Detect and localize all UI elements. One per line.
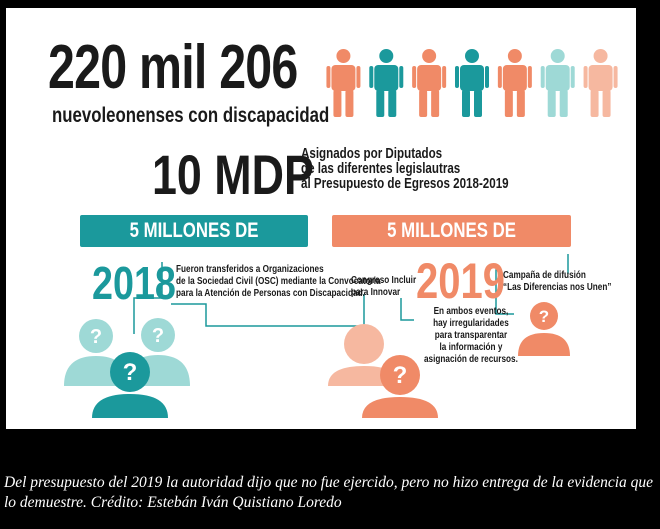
connector-campana-icon xyxy=(495,269,514,315)
person-icon xyxy=(412,49,447,117)
note-eventos-line: En ambos eventos, xyxy=(433,306,509,317)
banner-2019: 5 MILLONES DE PESOS xyxy=(332,215,571,274)
note-congreso-line: para Innovar xyxy=(351,287,401,298)
note-eventos-line: la información y xyxy=(439,342,503,353)
note-campana-line: “Las Diferencias nos Unen” xyxy=(503,282,612,293)
connector-eventos xyxy=(400,298,414,321)
silhouette-2018-center: ? xyxy=(92,352,168,418)
connector-2018-to-2019 xyxy=(171,294,365,327)
banner-2018: 5 MILLONES DE PESOS xyxy=(80,215,308,274)
headline-number: 220 mil 206 xyxy=(48,33,298,102)
year-2018: 2018 xyxy=(92,257,176,309)
budget-description: Asignados por Diputados de las diferente… xyxy=(301,147,509,192)
note-2018-line: para la Atención de Personas con Discapa… xyxy=(176,288,365,299)
svg-text:?: ? xyxy=(90,326,102,348)
infographic-card: ? ? ? ? ? 220 mil 206 nuevoleonenses c xyxy=(6,8,636,429)
budget-description-line: al Presupuesto de Egresos 2018-2019 xyxy=(301,176,509,192)
budget-amount: 10 MDP xyxy=(152,143,314,206)
note-congreso-line: Congreso Incluir xyxy=(351,275,417,286)
svg-text:?: ? xyxy=(393,362,408,389)
note-eventos-line: asignación de recursos. xyxy=(424,354,518,365)
svg-text:?: ? xyxy=(123,359,138,386)
svg-text:?: ? xyxy=(152,325,164,347)
note-2018: Fueron transferidos a Organizaciones de … xyxy=(176,264,381,300)
silhouettes: ? ? ? ? ? xyxy=(64,302,570,418)
connector-2018 xyxy=(133,262,163,334)
person-icon xyxy=(540,49,575,117)
connector-lines xyxy=(133,254,569,334)
budget-description-line: Asignados por Diputados xyxy=(301,146,443,162)
silhouette-2019-right: ? xyxy=(518,302,570,356)
svg-text:?: ? xyxy=(539,307,549,326)
note-2018-line: Fueron transferidos a Organizaciones xyxy=(176,264,324,275)
person-icon xyxy=(369,49,404,117)
budget-description-line: de las diferentes legislautras xyxy=(301,161,461,177)
note-eventos: En ambos eventos, hay irregularidades pa… xyxy=(424,306,518,366)
year-2019: 2019 xyxy=(416,253,505,309)
note-campana-line: Campaña de difusión xyxy=(503,270,586,281)
person-icon xyxy=(455,49,489,117)
note-2018-line: de la Sociedad Civil (OSC) mediante la C… xyxy=(176,276,381,287)
banner-2019-label: 5 MILLONES DE PESOS xyxy=(387,219,516,274)
people-icons-row xyxy=(326,49,618,117)
silhouette-2019-center: ? xyxy=(362,355,438,418)
note-eventos-line: hay irregularidades xyxy=(433,318,509,329)
person-icon xyxy=(497,49,532,117)
headline-subtitle: nuevoleonenses con discapacidad xyxy=(52,104,330,127)
person-icon xyxy=(326,49,361,117)
note-campana: Campaña de difusión “Las Diferencias nos… xyxy=(503,270,611,294)
note-congreso: Congreso Incluir para Innovar xyxy=(351,275,416,299)
photo-caption: Del presupuesto del 2019 la autoridad di… xyxy=(4,474,654,511)
banner-2018-label: 5 MILLONES DE PESOS xyxy=(129,219,259,274)
person-icon xyxy=(583,49,618,117)
note-eventos-line: para transparentar xyxy=(434,330,508,341)
